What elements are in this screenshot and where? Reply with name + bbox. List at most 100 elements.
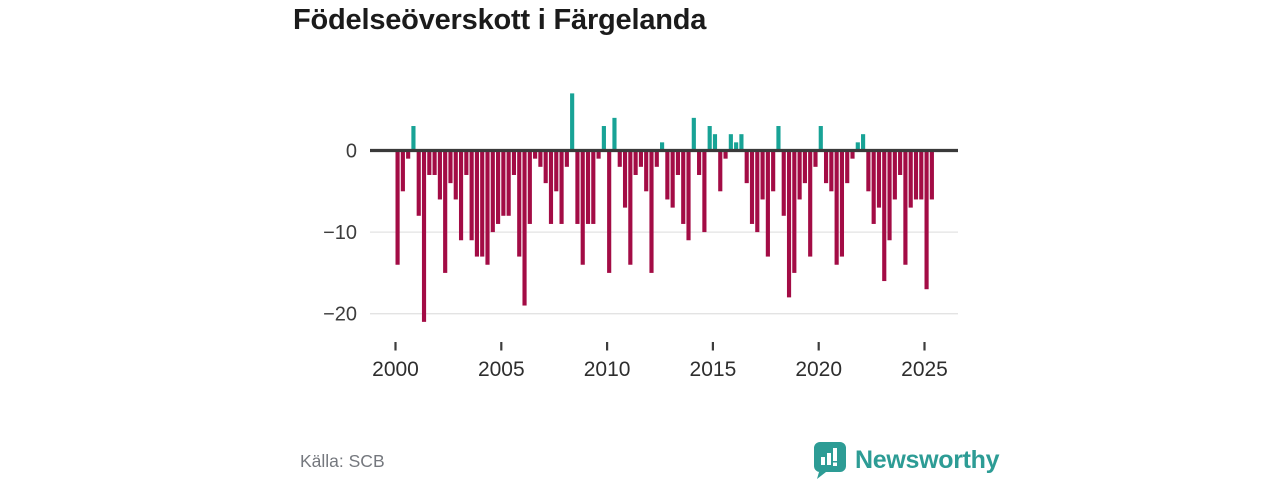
bar-2004-q2 (485, 150, 490, 265)
bar-2013-q4 (686, 150, 691, 241)
bar-2013-q1 (670, 150, 675, 208)
bar-2010-q4 (622, 150, 628, 208)
bar-2009-q1 (585, 150, 591, 224)
bar-2014-q4 (707, 126, 712, 151)
bar-2012-q3 (660, 142, 665, 151)
newsworthy-brand: Newsworthy (813, 441, 1000, 479)
bar-2012-q1 (649, 150, 654, 273)
bar-2017-q3 (765, 150, 770, 257)
bar-2003-q2 (464, 150, 469, 175)
bar-2025-q2 (929, 150, 934, 200)
bar-2020-q3 (829, 150, 834, 192)
bar-2016-q1 (734, 142, 739, 151)
bar-2000-q3 (406, 150, 411, 159)
bar-2019-q2 (802, 150, 807, 184)
chart-title: Födelseöverskott i Färgelanda (293, 4, 707, 36)
bar-2014-q1 (691, 117, 696, 151)
bar-2024-q2 (908, 150, 913, 208)
y-tick-label-0: 0 (346, 141, 357, 163)
bar-2015-q2 (718, 150, 723, 192)
bar-2020-q1 (818, 126, 823, 151)
bar-2001-q1 (416, 150, 421, 216)
bar-2003-q1 (458, 150, 464, 241)
bar-2008-q1 (564, 150, 569, 167)
bar-2015-q4 (728, 134, 733, 151)
bar-2017-q2 (760, 150, 765, 200)
bar-2007-q2 (548, 150, 554, 224)
bar-2016-q2 (739, 134, 744, 151)
bar-2025-q1 (924, 150, 929, 290)
bar-2005-q4 (517, 150, 522, 257)
bar-2004-q4 (496, 150, 501, 224)
bar-2015-q3 (723, 150, 728, 159)
bar-2013-q3 (681, 150, 686, 224)
bar-2023-q1 (882, 150, 887, 282)
bar-2016-q3 (744, 150, 749, 184)
logo-bar-1 (821, 457, 825, 465)
bar-2003-q4 (474, 150, 479, 257)
bar-2023-q3 (892, 150, 897, 200)
bar-2019-q4 (813, 150, 818, 167)
bar-2007-q1 (543, 150, 548, 184)
x-tick-label-2005: 2005 (478, 358, 525, 381)
bar-2001-q2 (421, 150, 427, 322)
bar-2002-q4 (453, 150, 458, 200)
bar-2010-q1 (607, 150, 612, 273)
newsworthy-logo-icon (814, 442, 846, 479)
bar-2003-q3 (469, 150, 474, 241)
bar-2006-q3 (533, 150, 538, 159)
bar-2022-q1 (861, 134, 866, 151)
bar-2008-q2 (570, 93, 575, 151)
bar-2021-q3 (850, 150, 855, 159)
x-tick-label-2000: 2000 (372, 358, 419, 381)
bar-2021-q1 (839, 150, 845, 257)
bar-2010-q3 (617, 150, 622, 167)
x-tick-label-2020: 2020 (795, 358, 842, 381)
bar-2022-q3 (871, 150, 876, 224)
bar-2012-q4 (665, 150, 670, 200)
bar-2005-q2 (506, 150, 511, 216)
bar-2024-q3 (913, 150, 919, 200)
bar-2005-q3 (511, 150, 517, 175)
x-tick-label-2010: 2010 (584, 358, 631, 381)
bar-2011-q2 (633, 150, 638, 175)
bar-2000-q1 (395, 150, 400, 265)
bar-2020-q2 (823, 150, 829, 184)
bar-2000-q2 (400, 150, 405, 192)
x-tick-label-2025: 2025 (901, 358, 948, 381)
bar-2004-q1 (480, 150, 485, 257)
bar-2024-q4 (919, 150, 924, 200)
bar-2009-q3 (596, 150, 601, 159)
source-label: Källa: SCB (300, 451, 385, 471)
bar-2009-q4 (601, 126, 606, 151)
bar-2011-q3 (638, 150, 643, 167)
bar-2001-q4 (432, 150, 437, 175)
bar-2019-q3 (808, 150, 813, 257)
bar-2020-q4 (834, 150, 839, 265)
bar-2004-q3 (490, 150, 495, 233)
bar-2011-q4 (644, 150, 649, 192)
bar-2013-q2 (675, 150, 681, 175)
bar-2010-q2 (612, 117, 617, 151)
bar-2002-q2 (443, 150, 448, 273)
bar-2017-q4 (771, 150, 776, 192)
bar-2008-q3 (575, 150, 580, 224)
bar-2022-q2 (866, 150, 871, 192)
bar-2016-q4 (749, 150, 755, 224)
bar-2018-q3 (786, 150, 792, 298)
bar-2014-q2 (697, 150, 702, 175)
logo-exclamation-dot (833, 462, 837, 466)
bar-2006-q2 (527, 150, 532, 224)
bar-2022-q4 (876, 150, 882, 208)
bar-2018-q2 (781, 150, 786, 216)
bar-2005-q1 (501, 150, 506, 216)
bar-2018-q1 (776, 126, 781, 151)
bar-2002-q3 (448, 150, 453, 184)
bar-2024-q1 (903, 150, 908, 265)
bar-2000-q4 (411, 126, 416, 151)
bar-2019-q1 (797, 150, 802, 200)
bar-2021-q4 (855, 142, 860, 151)
newsworthy-wordmark: Newsworthy (855, 445, 1000, 474)
bar-2023-q4 (898, 150, 903, 175)
bar-2006-q4 (538, 150, 543, 167)
